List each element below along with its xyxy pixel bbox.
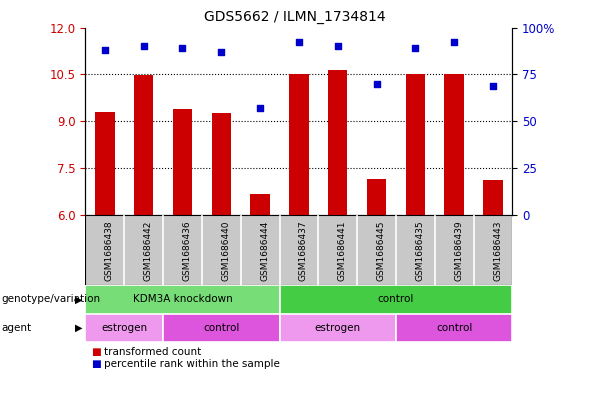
Text: KDM3A knockdown: KDM3A knockdown bbox=[133, 294, 232, 305]
Bar bbox=[445, 73, 464, 215]
Text: transformed count: transformed count bbox=[104, 347, 201, 357]
Text: percentile rank within the sample: percentile rank within the sample bbox=[104, 358, 280, 369]
Point bbox=[488, 83, 498, 89]
Bar bbox=[250, 194, 270, 215]
Text: GSM1686444: GSM1686444 bbox=[260, 220, 269, 281]
Bar bbox=[85, 285, 280, 314]
Text: estrogen: estrogen bbox=[315, 323, 361, 333]
Bar bbox=[289, 74, 309, 215]
Text: GSM1686441: GSM1686441 bbox=[337, 220, 347, 281]
Bar bbox=[85, 314, 163, 342]
Bar bbox=[396, 314, 512, 342]
Point bbox=[217, 49, 226, 55]
Text: ■: ■ bbox=[91, 347, 101, 357]
Text: ▶: ▶ bbox=[75, 323, 82, 333]
Text: GSM1686440: GSM1686440 bbox=[221, 220, 230, 281]
Bar bbox=[280, 285, 512, 314]
Text: GSM1686445: GSM1686445 bbox=[376, 220, 386, 281]
Text: control: control bbox=[378, 294, 414, 305]
Text: GSM1686442: GSM1686442 bbox=[144, 220, 153, 281]
Text: GSM1686438: GSM1686438 bbox=[105, 220, 114, 281]
Text: GSM1686435: GSM1686435 bbox=[415, 220, 425, 281]
Point bbox=[256, 105, 265, 111]
Point bbox=[178, 45, 187, 51]
Point bbox=[294, 39, 304, 46]
Text: GSM1686439: GSM1686439 bbox=[454, 220, 463, 281]
Text: agent: agent bbox=[2, 323, 32, 333]
Point bbox=[139, 43, 148, 50]
Text: genotype/variation: genotype/variation bbox=[2, 294, 101, 305]
Bar bbox=[367, 179, 386, 215]
Bar bbox=[484, 180, 503, 215]
Bar bbox=[211, 113, 231, 215]
Text: GSM1686436: GSM1686436 bbox=[183, 220, 191, 281]
Point bbox=[449, 39, 459, 46]
Text: control: control bbox=[203, 323, 240, 333]
Text: ▶: ▶ bbox=[75, 294, 82, 305]
Bar bbox=[95, 112, 114, 215]
Point bbox=[372, 81, 381, 87]
Bar bbox=[406, 73, 425, 215]
Bar bbox=[134, 75, 153, 215]
Point bbox=[333, 43, 342, 50]
Bar bbox=[163, 314, 280, 342]
Text: GSM1686443: GSM1686443 bbox=[493, 220, 502, 281]
Text: GDS5662 / ILMN_1734814: GDS5662 / ILMN_1734814 bbox=[204, 10, 385, 24]
Point bbox=[411, 45, 420, 51]
Text: ■: ■ bbox=[91, 358, 101, 369]
Text: estrogen: estrogen bbox=[101, 323, 147, 333]
Bar bbox=[280, 314, 396, 342]
Bar bbox=[328, 70, 348, 215]
Point bbox=[100, 47, 110, 53]
Text: control: control bbox=[436, 323, 472, 333]
Text: GSM1686437: GSM1686437 bbox=[299, 220, 308, 281]
Bar bbox=[173, 108, 192, 215]
